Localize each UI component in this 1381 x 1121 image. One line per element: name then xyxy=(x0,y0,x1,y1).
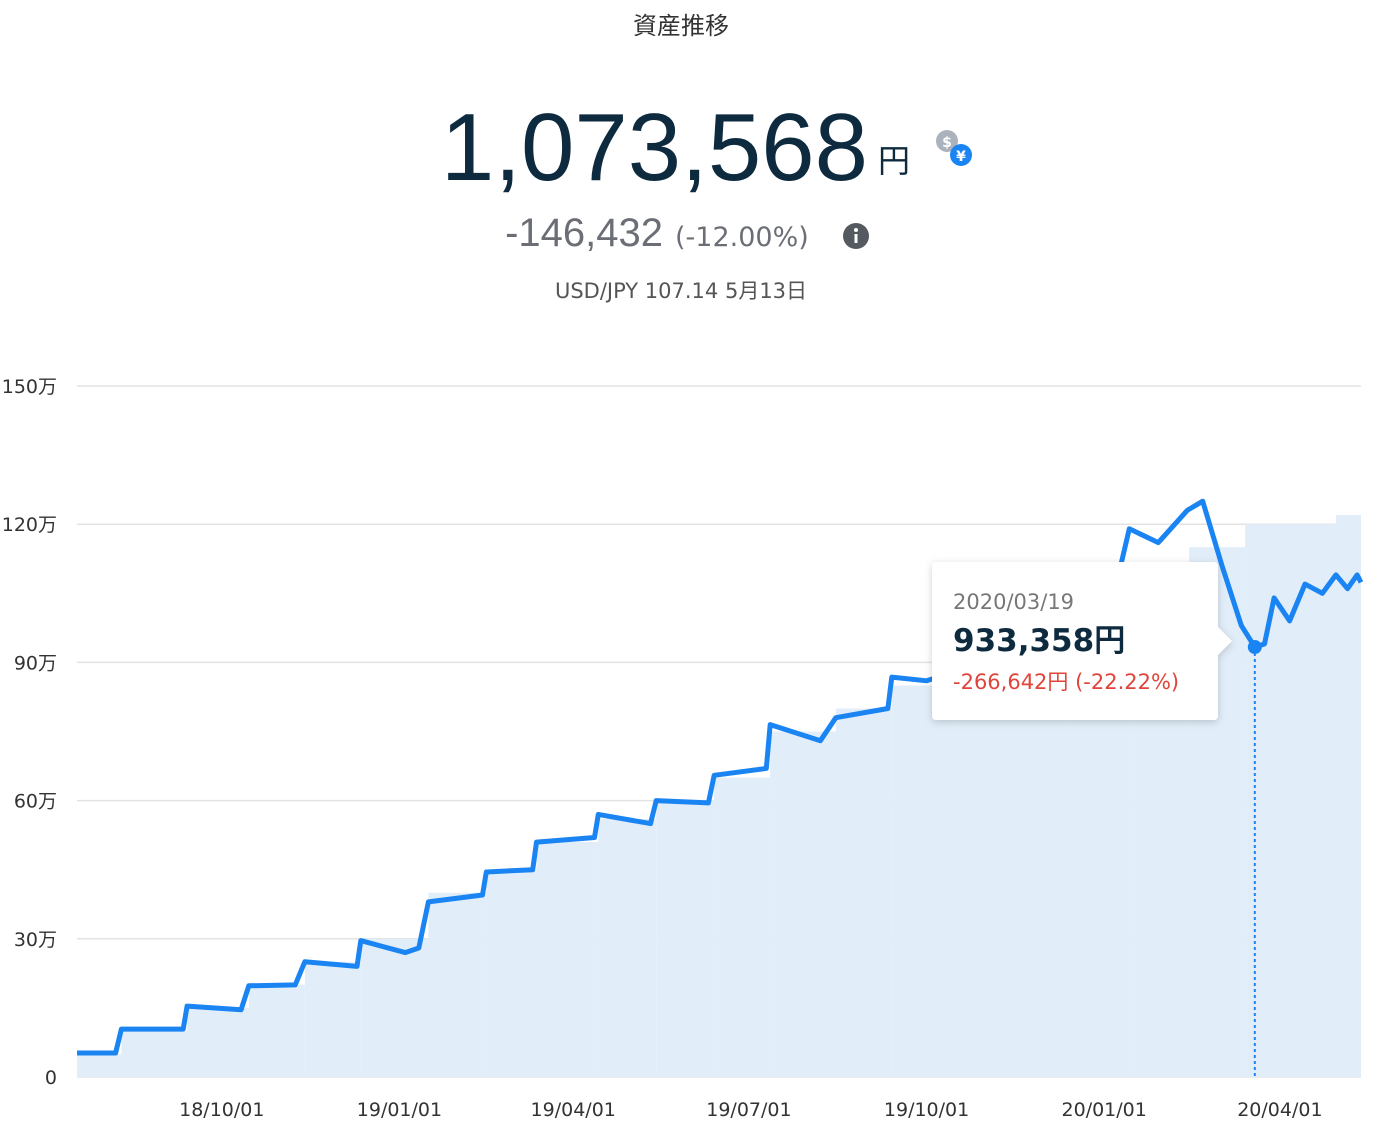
y-tick-label: 90万 xyxy=(14,652,57,674)
icon-circle xyxy=(950,144,972,166)
x-tick-label: 20/01/01 xyxy=(1062,1099,1147,1121)
x-tick-label: 20/04/01 xyxy=(1237,1099,1322,1121)
principal-area xyxy=(536,842,599,1077)
icon-circle xyxy=(936,130,958,152)
change-value: -146,432 xyxy=(505,211,663,255)
principal-area xyxy=(714,777,771,1077)
principal-area xyxy=(187,1007,249,1077)
tooltip-date: 2020/03/19 xyxy=(953,590,1074,614)
asset-line xyxy=(77,498,1364,1056)
principal-area xyxy=(304,961,361,1077)
principal-area xyxy=(656,800,715,1077)
y-tick-label: 120万 xyxy=(2,514,57,536)
principal-area xyxy=(598,819,657,1077)
tooltip-pointer xyxy=(1217,626,1232,656)
currency-toggle[interactable]: $ ¥ xyxy=(936,130,972,166)
principal-area xyxy=(953,662,1014,1077)
icon-symbol: ¥ xyxy=(956,149,966,165)
page-title: 資産推移 xyxy=(633,12,729,40)
principal-area xyxy=(1335,514,1361,1077)
tooltip xyxy=(932,562,1232,720)
principal-area xyxy=(121,1030,188,1077)
x-tick-label: 18/10/01 xyxy=(179,1099,264,1121)
principal-area xyxy=(248,984,305,1077)
info-bar xyxy=(854,234,858,243)
principal-area xyxy=(770,731,836,1077)
principal-area xyxy=(428,892,487,1077)
x-tick-label: 19/07/01 xyxy=(706,1099,791,1121)
info-icon[interactable] xyxy=(843,223,869,249)
principal-area xyxy=(891,685,954,1077)
principal-area xyxy=(835,708,892,1077)
total-value: 1,073,568 xyxy=(441,94,868,201)
x-tick-label: 19/04/01 xyxy=(531,1099,616,1121)
principal-area xyxy=(77,1053,122,1077)
icon-symbol: $ xyxy=(942,135,952,151)
total-unit: 円 xyxy=(878,142,910,180)
principal-area xyxy=(1245,524,1336,1077)
y-tick-label: 60万 xyxy=(14,791,57,813)
info-dot xyxy=(854,228,858,232)
principal-area xyxy=(360,938,429,1077)
y-tick-label: 150万 xyxy=(2,376,57,398)
tooltip-box xyxy=(932,562,1218,720)
tooltip-change: -266,642円 (-22.22%) xyxy=(953,670,1179,694)
tooltip-value: 933,358円 xyxy=(953,623,1125,659)
principal-area xyxy=(486,869,537,1077)
y-tick-label: 0 xyxy=(45,1067,57,1089)
hover-marker xyxy=(1247,640,1262,655)
plot: 0 30万 60万 90万 120万 150万 18/10/01 19/01/01 19/04/… xyxy=(2,376,1364,1121)
y-tick-label: 30万 xyxy=(14,929,57,951)
change-percent: (-12.00%) xyxy=(675,222,809,253)
x-tick-label: 19/01/01 xyxy=(357,1099,442,1121)
x-tick-label: 19/10/01 xyxy=(884,1099,969,1121)
exchange-rate: USD/JPY 107.14 5月13日 xyxy=(555,279,807,303)
